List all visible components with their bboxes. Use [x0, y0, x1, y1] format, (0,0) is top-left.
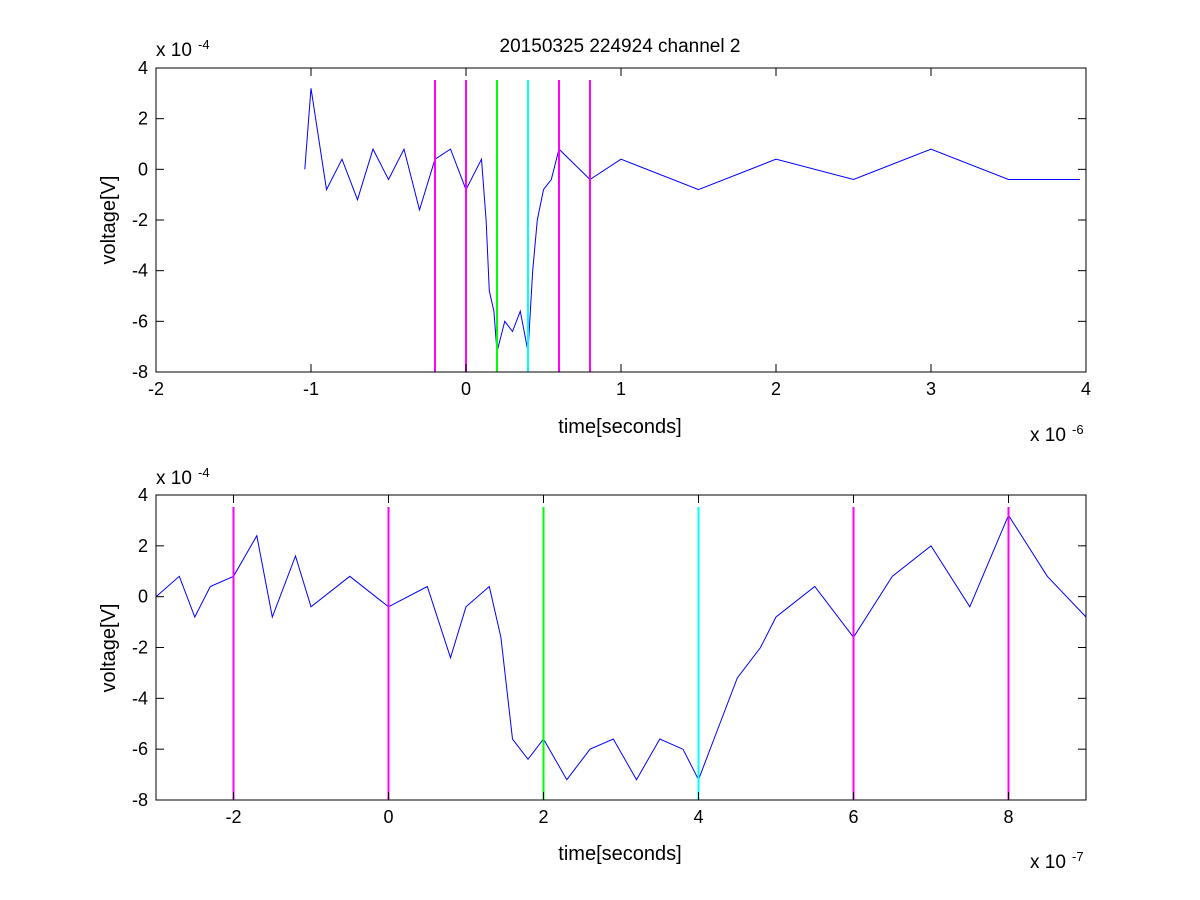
- bottom-x-exponent: x 10 -7: [1030, 849, 1084, 873]
- top-y-axis-label: voltage[V]: [98, 176, 120, 265]
- top-x-tick-label: -1: [303, 379, 319, 399]
- top-x-tick-label: 2: [771, 379, 781, 399]
- top-x-ticks: -2 -1 0 1 2 3 4: [148, 68, 1091, 399]
- bottom-x-exponent-base: x 10: [1030, 852, 1066, 873]
- bottom-x-tick-label: 2: [538, 807, 548, 827]
- top-y-tick-label: -8: [132, 362, 148, 382]
- chart-title: 20150325 224924 channel 2: [500, 36, 741, 57]
- top-x-tick-label: 3: [926, 379, 936, 399]
- top-x-tick-label: 0: [461, 379, 471, 399]
- top-x-tick-label: 4: [1081, 379, 1091, 399]
- bottom-x-tick-label: 8: [1003, 807, 1013, 827]
- bottom-x-axis-label: time[seconds]: [558, 843, 681, 865]
- bottom-x-exponent-power: -7: [1072, 849, 1084, 864]
- top-x-tick-label: -2: [148, 379, 164, 399]
- top-y-ticks: -8 -6 -4 -2 0 2 4: [132, 58, 1086, 382]
- bottom-y-ticks: -8 -6 -4 -2 0 2 4: [132, 485, 1086, 810]
- top-x-exponent-base: x 10: [1030, 425, 1066, 446]
- bottom-y-tick-label: -8: [132, 790, 148, 810]
- bottom-markers-layer: [232, 507, 1010, 800]
- bottom-x-tick-label: 0: [383, 807, 393, 827]
- top-x-tick-label: 1: [616, 379, 626, 399]
- bottom-y-exponent: x 10 -4: [156, 465, 210, 489]
- top-y-tick-label: -2: [132, 210, 148, 230]
- bottom-x-ticks: -2 0 2 4 6 8: [225, 495, 1014, 827]
- top-y-tick-label: -6: [132, 311, 148, 331]
- top-x-exponent-power: -6: [1072, 422, 1084, 437]
- bottom-y-axis-label: voltage[V]: [98, 604, 120, 693]
- bottom-y-tick-label: 4: [138, 485, 148, 505]
- bottom-series-line-0: [155, 514, 1087, 781]
- top-y-tick-label: 0: [138, 159, 148, 179]
- top-y-exponent-power: -4: [198, 37, 210, 52]
- top-markers-layer: [434, 80, 591, 372]
- bottom-subplot: -2 0 2 4 6 8 -8 -6 -4 -2 0 2 4 time[seconds] voltag…: [98, 465, 1087, 873]
- top-y-exponent-base: x 10: [156, 40, 192, 61]
- top-y-tick-label: 4: [138, 58, 148, 78]
- bottom-x-tick-label: 4: [693, 807, 703, 827]
- top-x-axis-label: time[seconds]: [558, 416, 681, 438]
- top-x-exponent: x 10 -6: [1030, 422, 1084, 446]
- bottom-x-tick-label: 6: [848, 807, 858, 827]
- top-y-tick-label: 2: [138, 109, 148, 129]
- top-y-tick-label: -4: [132, 261, 148, 281]
- bottom-y-tick-label: 2: [138, 536, 148, 556]
- top-series-line-0: [304, 88, 1080, 352]
- bottom-y-tick-label: -4: [132, 688, 148, 708]
- bottom-y-tick-label: -2: [132, 638, 148, 658]
- top-subplot: -2 -1 0 1 2 3 4 -8 -6 -4 -2 0 2 4 time[seconds] volt…: [98, 37, 1091, 446]
- bottom-y-exponent-base: x 10: [156, 468, 192, 489]
- bottom-series-layer: [155, 514, 1087, 781]
- bottom-y-tick-label: 0: [138, 587, 148, 607]
- bottom-x-tick-label: -2: [225, 807, 241, 827]
- top-y-exponent: x 10 -4: [156, 37, 210, 61]
- bottom-y-tick-label: -6: [132, 739, 148, 759]
- top-series-layer: [304, 88, 1080, 352]
- bottom-y-exponent-power: -4: [198, 465, 210, 480]
